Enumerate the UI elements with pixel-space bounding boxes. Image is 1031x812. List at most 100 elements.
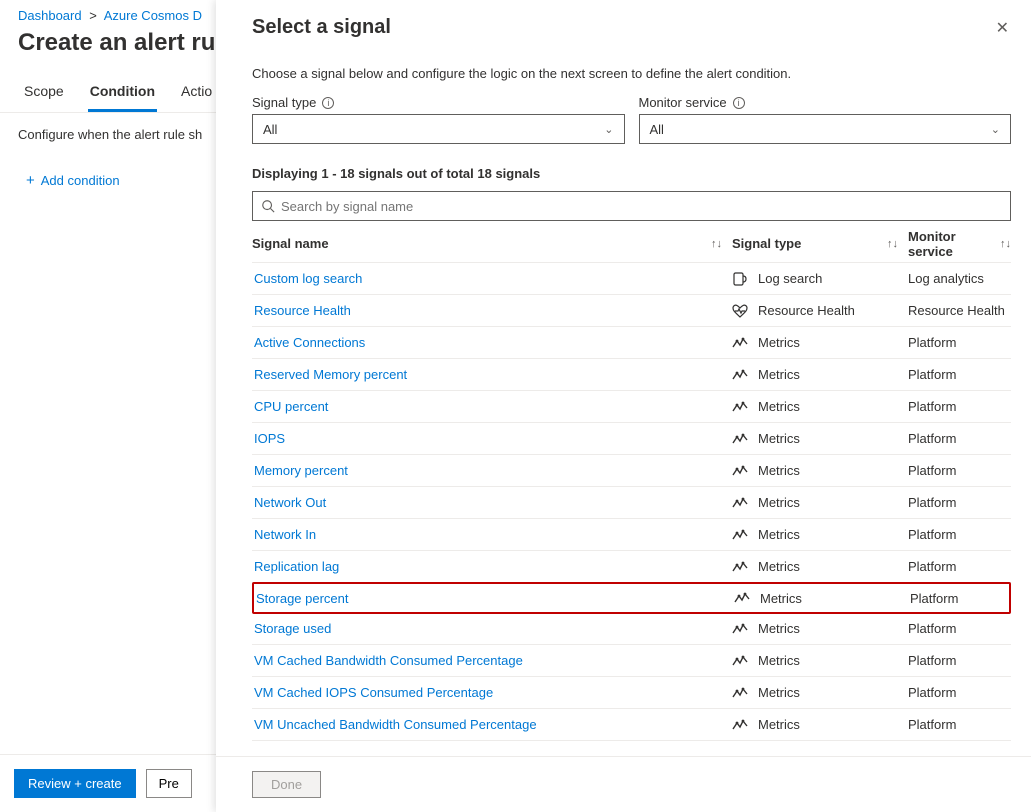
signal-link[interactable]: Storage used <box>252 621 331 636</box>
signal-type-text: Metrics <box>758 431 800 446</box>
panel-title: Select a signal <box>252 16 391 39</box>
monitor-service-value: All <box>650 122 664 137</box>
signal-type-value: All <box>263 122 277 137</box>
monitor-service-text: Platform <box>908 653 956 668</box>
table-row[interactable]: VM Uncached Bandwidth Consumed Percentag… <box>252 709 1011 741</box>
signal-type-icon <box>732 399 748 415</box>
table-row[interactable]: Storage percent Metrics Platform <box>252 582 1011 614</box>
table-row[interactable]: CPU percent Metrics Platform <box>252 391 1011 423</box>
monitor-service-text: Platform <box>908 463 956 478</box>
table-row[interactable]: Network InMetricsPlatform <box>252 519 1011 551</box>
tab-scope[interactable]: Scope <box>22 83 66 112</box>
monitor-service-text: Platform <box>908 685 956 700</box>
signal-type-select[interactable]: All ⌄ <box>252 114 625 144</box>
col-signal-type[interactable]: Signal type <box>732 236 801 251</box>
signal-type-text: Metrics <box>758 335 800 350</box>
signal-type-text: Metrics <box>758 717 800 732</box>
signal-type-icon <box>732 621 748 637</box>
signal-link[interactable]: Active Connections <box>252 335 365 350</box>
signal-type-text: Metrics <box>758 621 800 636</box>
signal-type-text: Metrics <box>760 591 802 606</box>
signal-type-text: Log search <box>758 271 822 286</box>
signal-link[interactable]: Reserved Memory percent <box>252 367 407 382</box>
signals-table: Signal name ↑↓ Signal type ↑↓ Monitor se… <box>216 225 1031 756</box>
sort-icon[interactable]: ↑↓ <box>1000 238 1011 250</box>
select-signal-panel: Select a signal ✕ Choose a signal below … <box>216 0 1031 812</box>
col-signal-name[interactable]: Signal name <box>252 236 329 251</box>
monitor-service-text: Platform <box>908 335 956 350</box>
col-monitor-service[interactable]: Monitor service <box>908 229 1000 259</box>
signal-link[interactable]: Memory percent <box>252 463 348 478</box>
info-icon[interactable]: i <box>733 97 745 109</box>
tab-actions[interactable]: Actio <box>179 83 214 112</box>
table-row[interactable]: Resource HealthResource HealthResource H… <box>252 295 1011 327</box>
done-button[interactable]: Done <box>252 771 321 798</box>
signal-link[interactable]: Resource Health <box>252 303 351 318</box>
info-icon[interactable]: i <box>322 97 334 109</box>
tab-condition[interactable]: Condition <box>88 83 157 112</box>
signal-type-text: Metrics <box>758 399 800 414</box>
monitor-service-select[interactable]: All ⌄ <box>639 114 1012 144</box>
table-row[interactable]: VM Cached IOPS Consumed Percentage Metric… <box>252 677 1011 709</box>
signal-type-icon <box>732 463 748 479</box>
table-row[interactable]: Storage used Metrics Platform <box>252 613 1011 645</box>
signal-type-icon <box>732 271 748 287</box>
signal-link[interactable]: VM Cached IOPS Consumed Percentage <box>252 685 493 700</box>
review-create-button[interactable]: Review + create <box>14 769 136 798</box>
signal-type-icon <box>732 495 748 511</box>
chevron-down-icon: ⌄ <box>604 123 613 136</box>
close-icon[interactable]: ✕ <box>994 16 1011 40</box>
plus-icon: + <box>26 172 35 189</box>
signal-link[interactable]: Storage percent <box>254 591 349 606</box>
chevron-down-icon: ⌄ <box>991 123 1000 136</box>
table-row[interactable]: Reserved Memory percentMetricsPlatform <box>252 359 1011 391</box>
signal-type-icon <box>732 335 748 351</box>
signal-link[interactable]: Network Out <box>252 495 326 510</box>
signal-link[interactable]: IOPS <box>252 431 285 446</box>
breadcrumb-cosmos[interactable]: Azure Cosmos D <box>104 8 202 23</box>
signal-type-icon <box>732 653 748 669</box>
signal-type-icon <box>732 717 748 733</box>
monitor-service-text: Platform <box>908 495 956 510</box>
signal-type-text: Metrics <box>758 367 800 382</box>
previous-button[interactable]: Pre <box>146 769 192 798</box>
monitor-service-text: Platform <box>908 399 956 414</box>
signals-count: Displaying 1 - 18 signals out of total 1… <box>216 144 1031 191</box>
signal-link[interactable]: Network In <box>252 527 316 542</box>
monitor-service-text: Platform <box>908 621 956 636</box>
signal-type-text: Metrics <box>758 685 800 700</box>
signal-link[interactable]: CPU percent <box>252 399 328 414</box>
table-row[interactable]: Network OutMetricsPlatform <box>252 487 1011 519</box>
signal-link[interactable]: Custom log search <box>252 271 362 286</box>
table-row[interactable]: Replication lagMetricsPlatform <box>252 551 1011 583</box>
signal-type-icon <box>732 559 748 575</box>
table-header: Signal name ↑↓ Signal type ↑↓ Monitor se… <box>252 225 1011 263</box>
signal-type-text: Metrics <box>758 463 800 478</box>
signal-type-icon <box>732 367 748 383</box>
sort-icon[interactable]: ↑↓ <box>711 238 722 250</box>
sort-icon[interactable]: ↑↓ <box>887 238 898 250</box>
monitor-service-text: Log analytics <box>908 271 984 286</box>
signal-type-text: Metrics <box>758 559 800 574</box>
panel-description: Choose a signal below and configure the … <box>216 44 1031 95</box>
table-row[interactable]: Active Connections Metrics Platform <box>252 327 1011 359</box>
add-condition-label: Add condition <box>41 173 120 188</box>
breadcrumb-dashboard[interactable]: Dashboard <box>18 8 82 23</box>
monitor-service-text: Platform <box>908 431 956 446</box>
signal-link[interactable]: Replication lag <box>252 559 339 574</box>
table-row[interactable]: Custom log search Log search Log analytics <box>252 263 1011 295</box>
search-input[interactable] <box>281 199 1002 214</box>
monitor-service-text: Platform <box>910 591 958 606</box>
table-row[interactable]: Memory percent Metrics Platform <box>252 455 1011 487</box>
signal-type-icon <box>732 685 748 701</box>
search-box[interactable] <box>252 191 1011 221</box>
table-row[interactable]: IOPS Metrics Platform <box>252 423 1011 455</box>
signal-type-icon <box>732 431 748 447</box>
monitor-service-label: Monitor service <box>639 95 727 110</box>
signal-type-label: Signal type <box>252 95 316 110</box>
add-condition-button[interactable]: + Add condition <box>0 142 120 189</box>
table-row[interactable]: VM Cached Bandwidth Consumed PercentageM… <box>252 645 1011 677</box>
signal-link[interactable]: VM Cached Bandwidth Consumed Percentage <box>252 653 523 668</box>
signal-link[interactable]: VM Uncached Bandwidth Consumed Percentag… <box>252 717 537 732</box>
signal-type-icon <box>732 527 748 543</box>
